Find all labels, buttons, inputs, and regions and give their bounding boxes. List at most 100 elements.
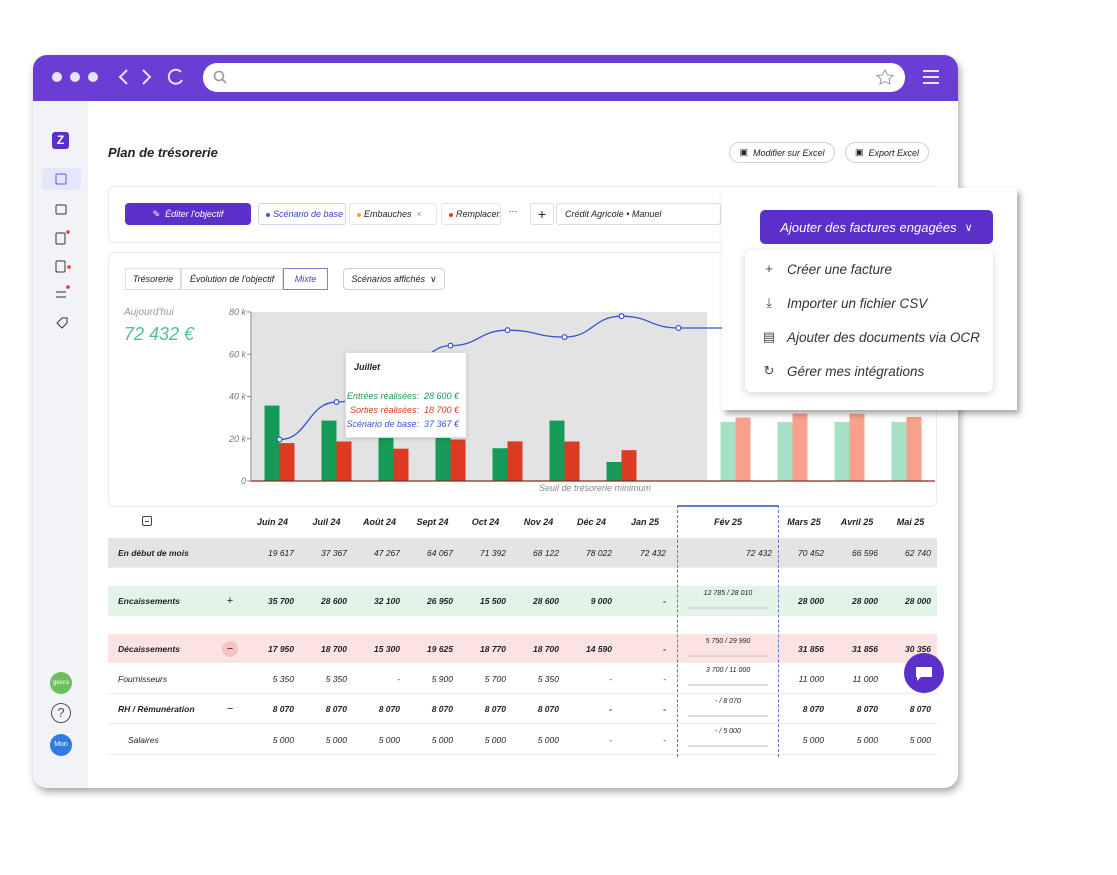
view-tab[interactable]: Évolution de l'objectif (181, 268, 283, 290)
scenario-tab[interactable]: Scénario de base (258, 203, 346, 225)
table-cell: 28 000 (852, 596, 878, 606)
more-tabs[interactable]: ··· (508, 206, 518, 216)
edit-objective-button[interactable]: ✎ Éditer l'objectif (125, 203, 251, 225)
add-invoices-button[interactable]: Ajouter des factures engagées ∨ (760, 210, 993, 244)
table-cell: 8 070 (431, 704, 453, 714)
user-avatar[interactable]: Mon (50, 734, 72, 756)
close-icon[interactable]: × (416, 209, 422, 219)
table-cell: 8 070 (537, 704, 559, 714)
table-row (108, 538, 937, 568)
nav-icon[interactable] (55, 173, 67, 185)
table-cell: 11 000 (852, 673, 878, 684)
column-header: Mars 25 (787, 517, 821, 527)
scenarios-button[interactable]: Scénarios affichés ∨ (343, 268, 445, 290)
table-cell: 28 600 (533, 596, 559, 606)
collapse-icon[interactable] (142, 516, 152, 526)
row-toggle[interactable]: − (226, 703, 234, 715)
button-label: Éditer l'objectif (165, 209, 224, 219)
nav-icon[interactable] (55, 204, 67, 215)
back-icon[interactable] (118, 69, 128, 85)
logo[interactable]: Z (52, 132, 69, 149)
table-cell: 5 900 (431, 673, 453, 684)
tab-label: Remplacen (456, 209, 501, 219)
table-row (108, 586, 937, 616)
row-label: Salaires (128, 734, 159, 745)
forward-icon[interactable] (142, 69, 152, 85)
table-cell: 5 700 (484, 673, 506, 684)
menu-item[interactable]: Importer un fichier CSV (787, 296, 928, 311)
nav-icon[interactable] (56, 291, 66, 298)
row-label: Fournisseurs (118, 673, 168, 684)
scenario-tab[interactable]: Embauches × (349, 203, 437, 225)
star-icon[interactable] (875, 68, 895, 85)
column-header: Août 24 (362, 517, 396, 527)
table-cell: 71 392 (480, 548, 506, 558)
chat-button[interactable] (904, 653, 944, 693)
table-cell: - (663, 596, 666, 606)
company-avatar[interactable]: gesco (50, 672, 72, 694)
table-cell: 8 070 (802, 704, 824, 714)
current-month-highlight (677, 505, 779, 757)
menu-icon: ↻ (763, 363, 775, 378)
menu-item[interactable]: Créer une facture (787, 262, 893, 277)
window-dot[interactable] (52, 72, 62, 82)
table-cell: 19 617 (268, 548, 294, 558)
tooltip-title: Juillet (354, 362, 381, 372)
nav-icon[interactable] (55, 260, 66, 273)
column-header: Juin 24 (256, 517, 288, 527)
table-cell: 18 770 (480, 643, 506, 654)
excel-edit-button[interactable]: ▣ Modifier sur Excel (729, 142, 835, 163)
table-cell: 8 070 (856, 704, 878, 714)
menu-icon[interactable] (923, 70, 939, 84)
button-label: Export Excel (868, 147, 920, 158)
tab-label: Scénario de base (273, 209, 344, 219)
excel-export-button[interactable]: ▣ Export Excel (845, 142, 929, 163)
table-cell: 28 000 (798, 596, 824, 606)
nav-icon[interactable] (55, 232, 66, 245)
column-header: Juil 24 (312, 517, 341, 527)
view-tab[interactable]: Trésorerie (125, 268, 181, 290)
add-tab[interactable]: + (530, 203, 554, 225)
button-icon: ✎ (152, 208, 161, 219)
menu-item[interactable]: Ajouter des documents via OCR (787, 330, 980, 345)
nav-selected[interactable] (42, 168, 81, 190)
progress-track (688, 745, 768, 747)
table-cell: 11 000 (798, 673, 824, 684)
table-cell: 17 950 (268, 643, 294, 654)
table-cell: 15 500 (480, 596, 506, 606)
row-toggle[interactable]: − (222, 640, 238, 657)
table-cell: 78 022 (586, 548, 612, 558)
address-bar[interactable] (203, 63, 905, 92)
table-cell: 14 590 (586, 643, 612, 654)
search-icon (213, 70, 225, 82)
account-select[interactable]: Crédit Agricole • Manuel (556, 203, 721, 225)
view-tab[interactable]: Mixte (283, 268, 328, 290)
table-cell: 31 856 (798, 643, 824, 654)
menu-item[interactable]: Gérer mes intégrations (787, 364, 925, 379)
table-cell: 5 000 (272, 734, 294, 745)
reload-icon[interactable] (167, 68, 183, 85)
tooltip-label: Sorties réalisées: (349, 405, 419, 415)
scenario-tab[interactable]: Remplacen (441, 203, 501, 225)
table-cell: 72 432 (746, 548, 772, 558)
window-dot[interactable] (70, 72, 80, 82)
help-button[interactable]: ? (51, 703, 71, 723)
progress-text: 5 750 / 29 990 (705, 638, 751, 645)
dropdown-menu (745, 250, 993, 392)
window-dot[interactable] (88, 72, 98, 82)
nav-icon[interactable] (56, 317, 68, 329)
table-cell: 5 350 (537, 673, 559, 684)
table-cell: 8 070 (484, 704, 506, 714)
table-cell: - (663, 643, 666, 654)
table-cell: 5 000 (431, 734, 453, 745)
table-cell: 26 950 (427, 596, 453, 606)
column-header: Nov 24 (523, 517, 554, 527)
row-toggle[interactable]: + (226, 595, 234, 607)
table-cell: 5 350 (272, 673, 294, 684)
table-cell: 35 700 (268, 596, 294, 606)
progress-track (688, 715, 768, 717)
table-cell: 5 000 (909, 734, 931, 745)
tooltip-value: 37 367 € (424, 419, 460, 429)
menu-icon: ▤ (762, 329, 776, 344)
tab-dot (449, 212, 453, 217)
